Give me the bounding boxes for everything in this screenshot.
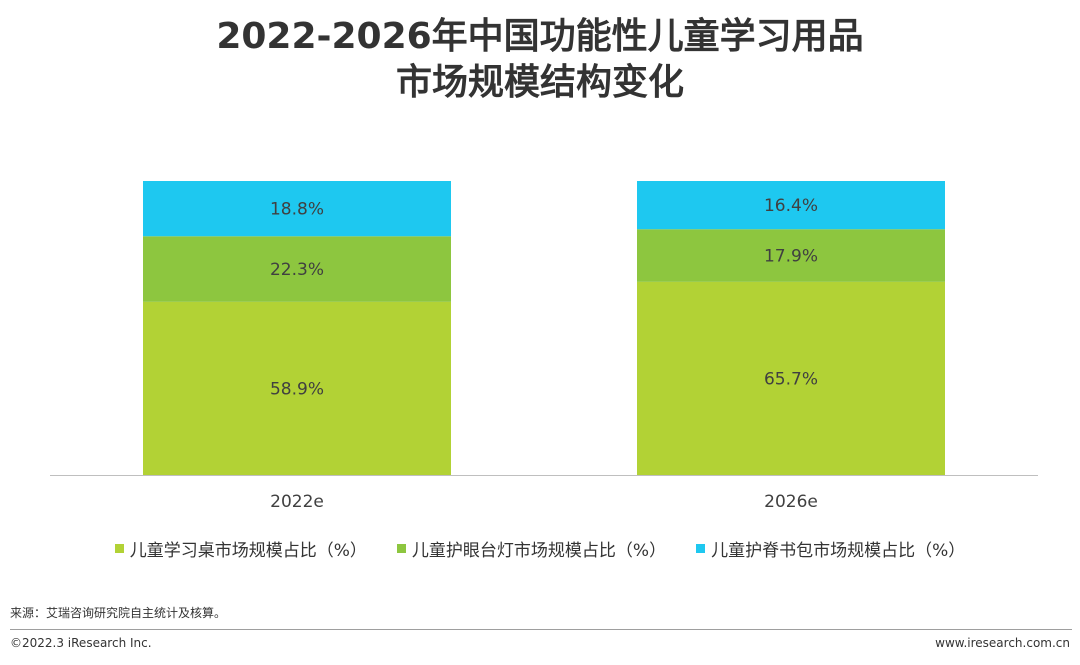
- website-link[interactable]: www.iresearch.com.cn: [935, 636, 1070, 650]
- bar-segment-2026e-series-2: [637, 181, 945, 230]
- data-label-2022e-series-1: 22.3%: [270, 260, 324, 280]
- source-note: 来源：艾瑞咨询研究院自主统计及核算。: [10, 606, 227, 620]
- legend-label-lamp: 儿童护眼台灯市场规模占比（%）: [411, 541, 667, 561]
- legend-swatch-desk: [114, 544, 124, 553]
- x-tick-label-2026e: 2026e: [764, 492, 818, 512]
- data-label-2026e-series-2: 16.4%: [764, 196, 818, 216]
- data-label-2026e-series-1: 17.9%: [764, 247, 818, 267]
- x-tick-label-2022e: 2022e: [270, 492, 324, 512]
- legend-item-schoolbag: 儿童护脊书包市场规模占比（%）: [696, 536, 965, 561]
- data-label-2022e-series-0: 58.9%: [270, 379, 324, 399]
- data-label-2022e-series-2: 18.8%: [270, 200, 324, 220]
- bar-segment-2022e-series-0: [143, 301, 451, 475]
- chart-title: 2022-2026年中国功能性儿童学习用品 市场规模结构变化: [0, 14, 1080, 106]
- legend-label-desk: 儿童学习桌市场规模占比（%）: [129, 541, 367, 561]
- legend-swatch-schoolbag: [696, 544, 706, 553]
- legend-swatch-lamp: [396, 544, 406, 553]
- legend-item-lamp: 儿童护眼台灯市场规模占比（%）: [396, 536, 667, 561]
- chart-legend: 儿童学习桌市场规模占比（%） 儿童护眼台灯市场规模占比（%） 儿童护脊书包市场规…: [0, 536, 1080, 561]
- copyright-text: ©2022.3 iResearch Inc.: [10, 636, 152, 650]
- bar-segment-2026e-series-1: [637, 229, 945, 282]
- legend-item-desk: 儿童学习桌市场规模占比（%）: [114, 536, 367, 561]
- bar-segment-2022e-series-1: [143, 236, 451, 302]
- legend-label-schoolbag: 儿童护脊书包市场规模占比（%）: [711, 541, 966, 561]
- footer-divider: [10, 629, 1072, 630]
- chart-title-line-1: 2022-2026年中国功能性儿童学习用品: [216, 16, 864, 57]
- bar-segment-2026e-series-0: [637, 281, 945, 475]
- data-label-2026e-series-0: 65.7%: [764, 369, 818, 389]
- chart-title-line-2: 市场规模结构变化: [395, 62, 684, 103]
- bar-segment-2022e-series-2: [143, 181, 451, 237]
